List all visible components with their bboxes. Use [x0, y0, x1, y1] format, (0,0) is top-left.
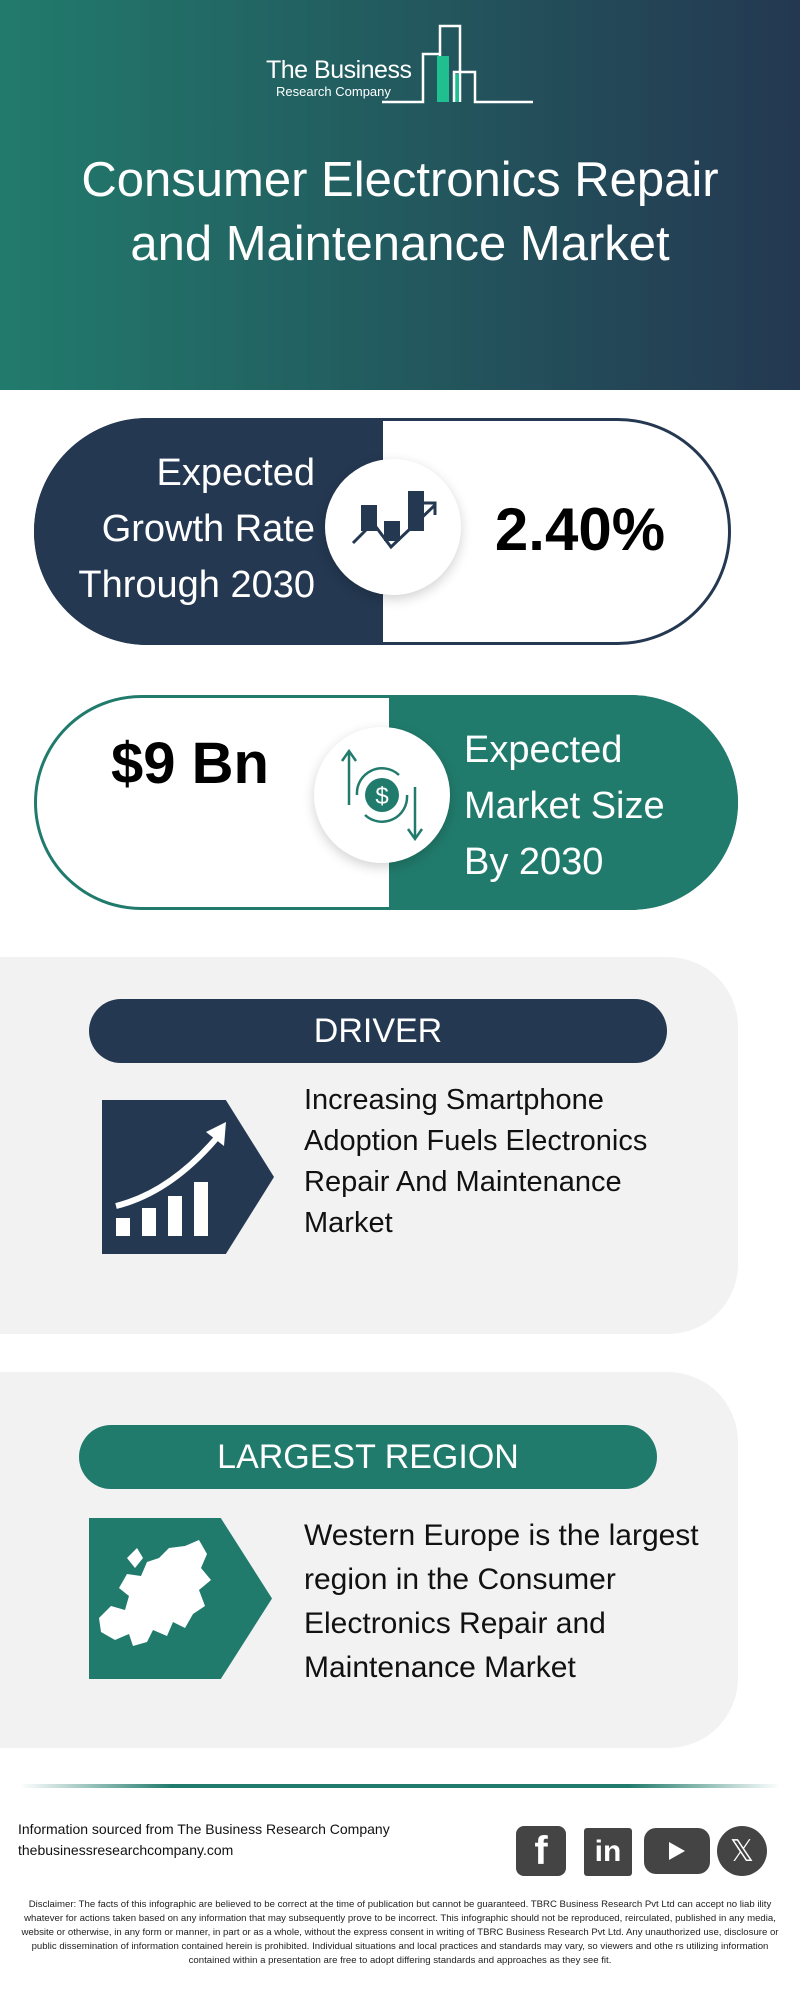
title-line-2: and Maintenance Market [130, 217, 670, 271]
driver-text-line: Increasing Smartphone [304, 1084, 604, 1116]
linkedin-icon[interactable]: in [584, 1828, 632, 1876]
region-text-line: Western Europe is the largest [304, 1519, 699, 1552]
europe-map-icon [99, 1540, 211, 1646]
region-heading: LARGEST REGION [79, 1425, 657, 1489]
title-line-1: Consumer Electronics Repair [81, 153, 719, 207]
footer-divider [20, 1784, 780, 1788]
x-icon[interactable]: 𝕏 [717, 1826, 767, 1876]
region-text-line: region in the Consumer [304, 1563, 616, 1596]
growth-label-line: Growth Rate [101, 508, 315, 550]
region-text-line: Maintenance Market [304, 1651, 576, 1684]
dollar-cycle-icon: $ [340, 748, 424, 842]
chart-growth-icon [351, 491, 437, 550]
market-label-line: Market Size [464, 785, 665, 827]
market-size-label: Expected Market Size By 2030 [464, 722, 665, 890]
growth-label-line: Through 2030 [78, 564, 315, 606]
driver-text-line: Adoption Fuels Electronics [304, 1125, 648, 1157]
disclaimer-text: Disclaimer: The facts of this infographi… [21, 1899, 779, 1966]
market-icon-circle: $ [314, 727, 450, 863]
source-text: Information sourced from The Business Re… [18, 1821, 390, 1837]
driver-text-line: Market [304, 1207, 393, 1239]
driver-text: Increasing Smartphone Adoption Fuels Ele… [304, 1080, 647, 1244]
growth-label-line: Expected [156, 452, 315, 494]
website-link[interactable]: thebusinessresearchcompany.com [18, 1842, 234, 1858]
facebook-icon[interactable]: f [516, 1826, 566, 1876]
driver-text-line: Repair And Maintenance [304, 1166, 622, 1198]
market-label-line: By 2030 [464, 841, 604, 883]
growth-icon-circle [325, 459, 461, 595]
youtube-icon[interactable] [644, 1828, 710, 1874]
growth-rate-label: Expected Growth Rate Through 2030 [40, 445, 315, 613]
market-label-line: Expected [464, 729, 623, 771]
logo-subtext: Research Company [276, 84, 391, 99]
driver-heading: DRIVER [89, 999, 667, 1063]
page-title: Consumer Electronics Repair and Maintena… [0, 148, 800, 276]
growth-rate-label-panel [34, 418, 383, 645]
header-banner: The Business Research Company Consumer E… [0, 0, 800, 390]
growth-rate-value: 2.40% [494, 496, 666, 563]
region-text-line: Electronics Repair and [304, 1607, 606, 1640]
market-size-value: $9 Bn [111, 731, 269, 796]
rising-bar-chart-icon [115, 1122, 226, 1236]
svg-text:$: $ [375, 783, 388, 810]
region-text: Western Europe is the largest region in … [304, 1514, 699, 1690]
logo-buildings-icon [382, 24, 533, 104]
logo-text: The Business [266, 56, 412, 84]
